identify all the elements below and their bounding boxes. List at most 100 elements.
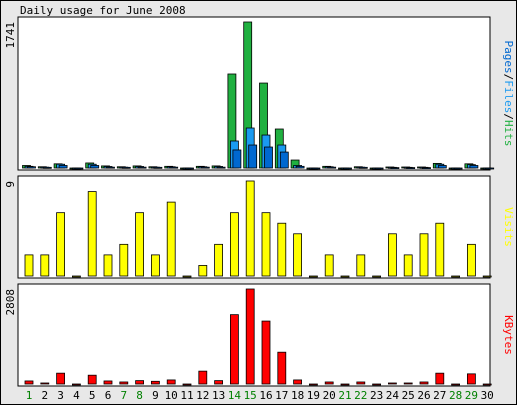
bar bbox=[72, 275, 81, 278]
x-tick-label: 27 bbox=[433, 389, 446, 402]
x-tick-label: 28 bbox=[449, 389, 462, 402]
legend: Pages/Files/Hits bbox=[502, 41, 515, 147]
bar bbox=[261, 320, 271, 385]
bar bbox=[27, 166, 36, 169]
bar bbox=[469, 165, 479, 169]
bar bbox=[106, 166, 115, 169]
legend-entry: Pages bbox=[502, 41, 515, 74]
bar bbox=[358, 166, 368, 169]
bar bbox=[121, 166, 131, 169]
x-tick-label: 6 bbox=[105, 389, 112, 402]
bar bbox=[74, 167, 84, 170]
x-tick-label: 21 bbox=[338, 389, 351, 402]
bar bbox=[356, 381, 366, 385]
x-tick-label: 2 bbox=[41, 389, 48, 402]
bar bbox=[451, 275, 461, 278]
bar bbox=[387, 233, 397, 277]
bar bbox=[308, 275, 318, 278]
bar bbox=[406, 167, 416, 169]
bar bbox=[264, 146, 273, 169]
x-tick-label: 30 bbox=[481, 389, 494, 402]
x-tick-label: 17 bbox=[275, 389, 288, 402]
bar bbox=[40, 382, 50, 385]
bar bbox=[374, 167, 384, 170]
legend: Visits bbox=[502, 207, 515, 247]
x-tick-label: 1 bbox=[26, 389, 33, 402]
bar bbox=[437, 165, 447, 169]
x-tick-label: 10 bbox=[165, 389, 178, 402]
bar bbox=[293, 379, 303, 385]
bar bbox=[232, 149, 242, 169]
x-tick-label: 18 bbox=[291, 389, 304, 402]
bar bbox=[482, 383, 492, 386]
bar bbox=[103, 254, 113, 277]
bar bbox=[150, 380, 160, 385]
bar bbox=[277, 351, 287, 385]
legend-separator: / bbox=[502, 113, 515, 120]
bar bbox=[466, 243, 476, 277]
bar bbox=[87, 191, 97, 277]
bar bbox=[87, 374, 97, 385]
bar bbox=[166, 201, 176, 277]
bar bbox=[185, 167, 194, 170]
x-tick-label: 19 bbox=[307, 389, 320, 402]
bar bbox=[214, 243, 224, 277]
legend-entry: KBytes bbox=[502, 315, 515, 355]
bar bbox=[56, 212, 65, 277]
bar bbox=[324, 254, 334, 277]
bar bbox=[245, 288, 255, 385]
x-tick-label: 7 bbox=[120, 389, 127, 402]
x-tick-label: 26 bbox=[417, 389, 430, 402]
bar bbox=[198, 265, 208, 277]
bar bbox=[137, 166, 147, 169]
bar bbox=[119, 243, 129, 277]
bar bbox=[198, 370, 208, 385]
bar bbox=[56, 372, 65, 385]
x-tick-label: 5 bbox=[89, 389, 96, 402]
bar bbox=[403, 254, 413, 277]
bar bbox=[229, 314, 239, 385]
bar bbox=[324, 381, 334, 385]
bar bbox=[135, 212, 145, 277]
bar bbox=[166, 379, 176, 385]
x-tick-label: 9 bbox=[152, 389, 159, 402]
legend-entry: Hits bbox=[502, 120, 515, 147]
bar bbox=[40, 254, 50, 277]
bar bbox=[451, 383, 461, 386]
legend: KBytes bbox=[502, 315, 515, 355]
x-tick-label: 22 bbox=[354, 389, 367, 402]
bar bbox=[169, 166, 179, 169]
bar bbox=[435, 222, 445, 277]
bar bbox=[295, 165, 305, 169]
x-tick-label: 23 bbox=[370, 389, 383, 402]
bar bbox=[24, 380, 34, 385]
bar bbox=[261, 212, 271, 277]
bar bbox=[293, 233, 303, 277]
bar bbox=[42, 166, 52, 169]
x-tick-label: 3 bbox=[57, 389, 64, 402]
y-tick-label: 9 bbox=[4, 181, 17, 188]
bar bbox=[248, 144, 258, 169]
bar bbox=[229, 212, 239, 277]
bar bbox=[453, 167, 463, 170]
bar bbox=[308, 383, 318, 386]
bar bbox=[343, 167, 352, 170]
bar bbox=[277, 222, 287, 277]
x-tick-label: 14 bbox=[228, 389, 242, 402]
bar bbox=[419, 233, 429, 277]
y-tick-label: 1741 bbox=[4, 22, 17, 49]
bar bbox=[58, 165, 68, 169]
bar bbox=[372, 383, 382, 386]
x-tick-label: 20 bbox=[323, 389, 336, 402]
x-tick-label: 16 bbox=[259, 389, 272, 402]
bar bbox=[403, 382, 413, 385]
chart-title: Daily usage for June 2008 bbox=[20, 4, 186, 17]
bar bbox=[103, 380, 113, 385]
bar bbox=[200, 166, 210, 169]
bar bbox=[390, 167, 400, 169]
x-tick-label: 11 bbox=[180, 389, 193, 402]
x-tick-label: 25 bbox=[402, 389, 415, 402]
x-tick-label: 24 bbox=[386, 389, 400, 402]
x-tick-label: 4 bbox=[73, 389, 80, 402]
